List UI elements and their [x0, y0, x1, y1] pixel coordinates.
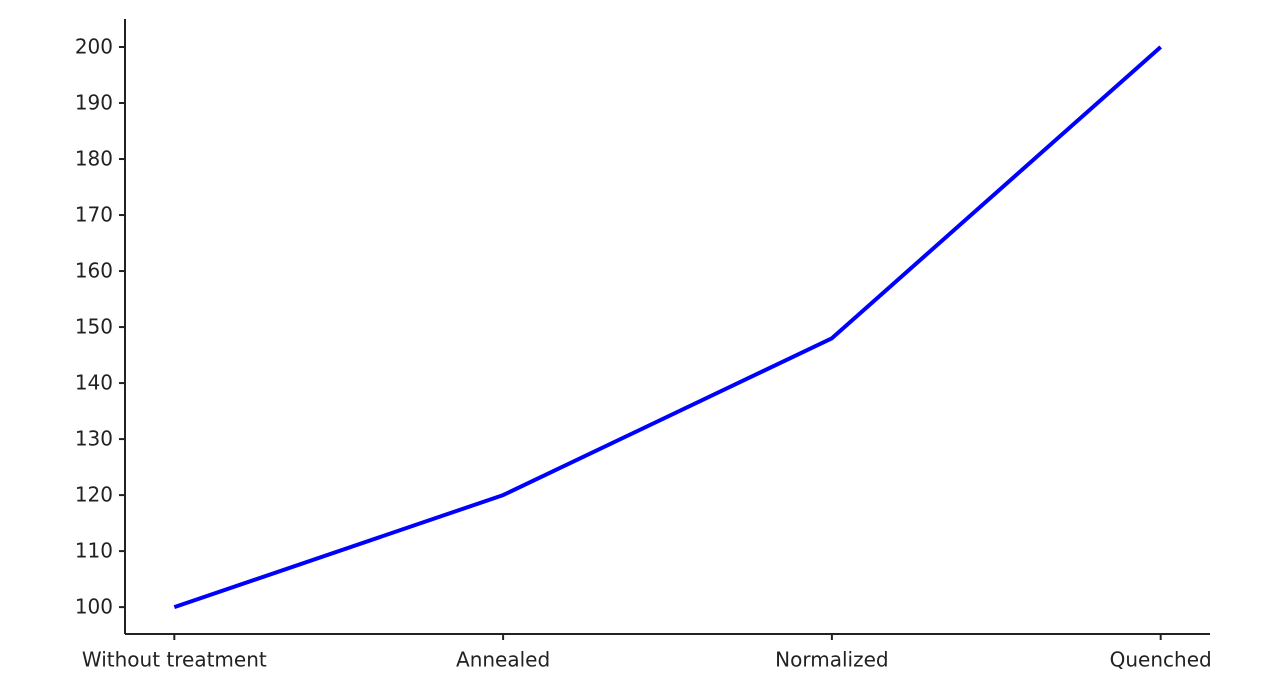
y-tick-label: 160 [75, 259, 113, 283]
y-tick-label: 120 [75, 483, 113, 507]
y-tick-label: 100 [75, 595, 113, 619]
y-tick-label: 180 [75, 147, 113, 171]
y-tick-label: 200 [75, 35, 113, 59]
y-tick-label: 140 [75, 371, 113, 395]
y-tick-label: 130 [75, 427, 113, 451]
x-tick-label: Annealed [456, 648, 550, 672]
y-tick-label: 190 [75, 91, 113, 115]
y-tick-label: 110 [75, 539, 113, 563]
line [173, 45, 1163, 610]
y-tick-label: 170 [75, 203, 113, 227]
x-tick-label: Quenched [1110, 648, 1212, 672]
y-tick-label: 150 [75, 315, 113, 339]
x-tick-label: Without treatment [82, 648, 267, 672]
x-tick-label: Normalized [775, 648, 888, 672]
